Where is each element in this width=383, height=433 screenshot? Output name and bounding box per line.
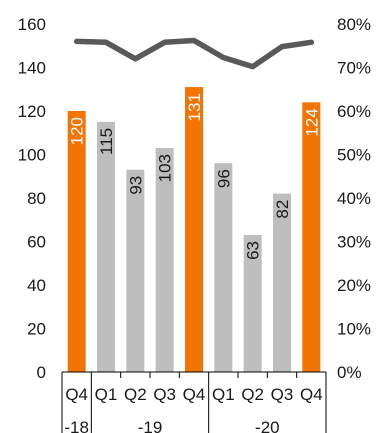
- right-tick-label: 20%: [337, 276, 371, 295]
- bar-value-label: 124: [302, 108, 321, 136]
- bar: [67, 111, 86, 372]
- left-tick-label: 160: [18, 15, 46, 34]
- x-axis: Q4 Q1 Q2 Q3 Q4 Q1 Q2 Q3 Q4 -18 -19 -20: [61, 371, 327, 433]
- bar-value-label: 131: [185, 93, 204, 121]
- right-tick-label: 60%: [337, 102, 371, 121]
- left-tick-label: 60: [27, 233, 46, 252]
- bar-value-label: 96: [214, 169, 233, 188]
- category-label: Q1: [212, 385, 235, 404]
- group-label: -20: [255, 418, 280, 433]
- left-tick-label: 120: [18, 102, 46, 121]
- bar: [155, 147, 174, 372]
- category-label: Q1: [95, 385, 118, 404]
- left-axis-ticks: 0 20 40 60 80 100 120 140 160: [18, 15, 46, 382]
- category-label: Q2: [241, 385, 264, 404]
- bar-value-label: 82: [273, 200, 292, 219]
- bar-value-label: 93: [126, 176, 145, 195]
- bar: [185, 87, 203, 372]
- right-tick-label: 50%: [337, 146, 371, 165]
- bar: [126, 169, 145, 372]
- bar-value-label: 63: [244, 241, 263, 260]
- category-label: Q2: [124, 385, 147, 404]
- bar: [302, 102, 321, 373]
- category-label: Q3: [271, 385, 294, 404]
- line-path: [73, 37, 315, 70]
- bar-value-label: 120: [68, 117, 87, 145]
- bar-series: 120 115 93 103 131 96 63 82 124: [67, 87, 321, 373]
- category-label: Q3: [153, 385, 176, 404]
- right-axis-ticks: 0% 10% 20% 30% 40% 50% 60% 70% 80%: [337, 15, 371, 382]
- left-tick-label: 20: [27, 320, 46, 339]
- category-label: Q4: [65, 385, 88, 404]
- right-tick-label: 70%: [337, 59, 371, 78]
- left-tick-label: 40: [27, 276, 46, 295]
- group-label: -19: [138, 418, 163, 433]
- right-tick-label: 10%: [337, 320, 371, 339]
- bar-value-label: 103: [156, 154, 175, 182]
- right-tick-label: 30%: [337, 233, 371, 252]
- line-series: [73, 37, 315, 70]
- bar: [273, 193, 291, 372]
- bar: [243, 234, 262, 372]
- left-tick-label: 80: [27, 189, 46, 208]
- category-label: Q4: [183, 385, 206, 404]
- bar: [97, 121, 115, 372]
- bar-value-label: 115: [97, 128, 116, 155]
- bar: [214, 163, 233, 372]
- right-tick-label: 0%: [337, 363, 362, 382]
- left-tick-label: 140: [18, 59, 46, 78]
- group-label: -18: [64, 418, 89, 433]
- left-tick-label: 0: [37, 363, 46, 382]
- left-tick-label: 100: [18, 146, 46, 165]
- right-tick-label: 40%: [337, 189, 371, 208]
- category-label: Q4: [300, 385, 323, 404]
- right-tick-label: 80%: [337, 15, 371, 34]
